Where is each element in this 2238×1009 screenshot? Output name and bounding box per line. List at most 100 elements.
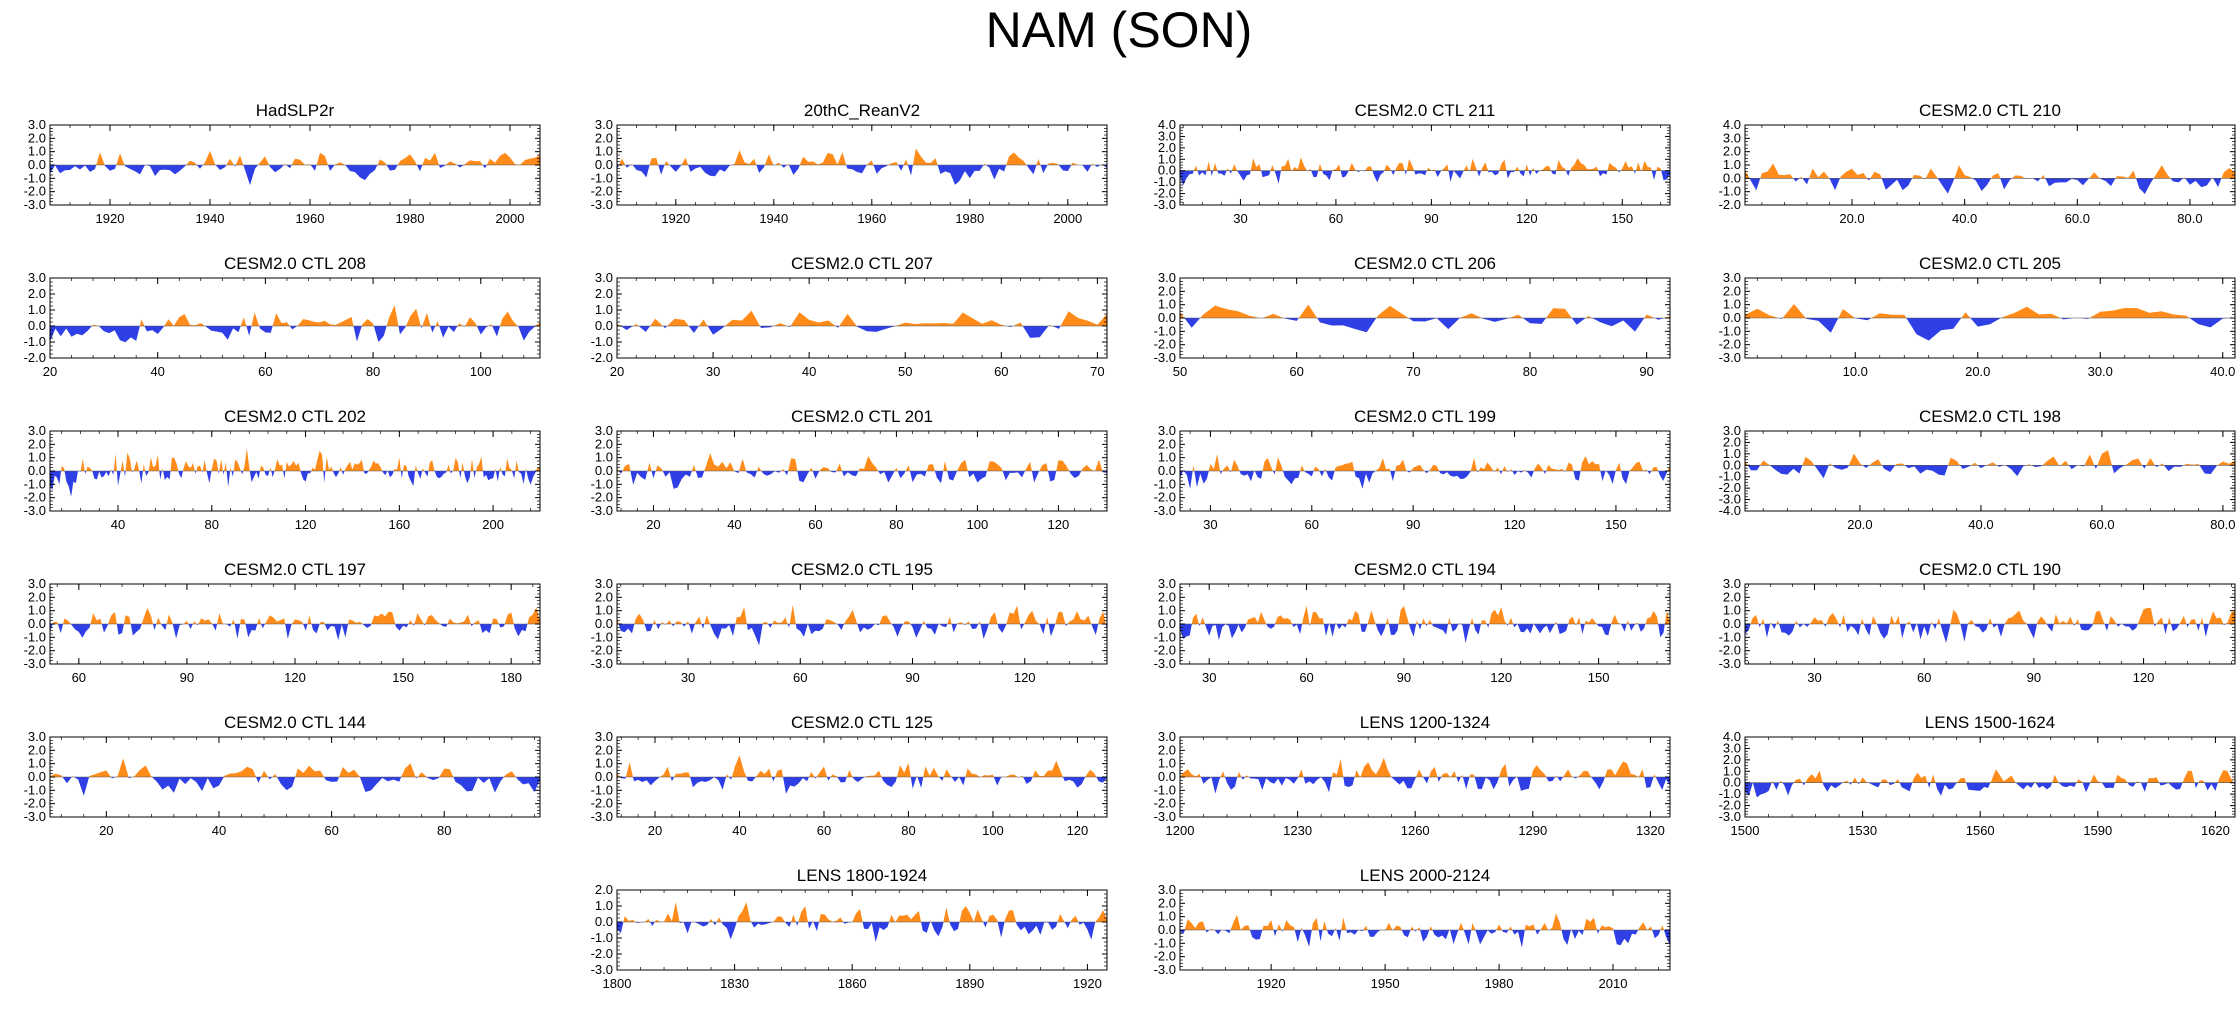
y-tick-label: 0.0 — [1158, 922, 1176, 937]
x-tick-label: 200 — [482, 517, 504, 532]
y-tick-label: 3.0 — [595, 270, 613, 285]
negative-area — [1745, 465, 2235, 479]
y-tick-label: -1.0 — [591, 170, 613, 185]
y-tick-label: 1.0 — [1723, 763, 1741, 778]
negative-area — [617, 777, 1107, 794]
positive-area — [1745, 608, 2235, 624]
y-tick-label: -3.0 — [591, 962, 613, 977]
x-tick-label: 100 — [470, 364, 492, 379]
panel-title: CESM2.0 CTL 197 — [224, 560, 366, 579]
y-tick-label: 2.0 — [28, 130, 46, 145]
y-tick-label: 1.0 — [1723, 446, 1741, 461]
y-tick-label: 4.0 — [1723, 117, 1741, 132]
y-tick-label: -1.0 — [24, 782, 46, 797]
y-tick-label: -2.0 — [1154, 186, 1176, 201]
x-tick-label: 120 — [1490, 670, 1512, 685]
x-tick-label: 40 — [732, 823, 746, 838]
x-tick-label: 1200 — [1166, 823, 1195, 838]
y-tick-label: -3.0 — [591, 656, 613, 671]
panel-17: CESM2.0 CTL 125 3.02.01.00.0-1.0-2.0-3.0 2… — [591, 713, 1108, 838]
x-tick-label: 50 — [898, 364, 912, 379]
panel-title: 20thC_ReanV2 — [804, 101, 920, 120]
y-tick-label: 1.0 — [595, 898, 613, 913]
panel-title: CESM2.0 CTL 210 — [1919, 101, 2061, 120]
x-tick-label: 150 — [392, 670, 414, 685]
y-tick-label: -1.0 — [1154, 782, 1176, 797]
y-tick-label: 2.0 — [28, 742, 46, 757]
y-tick-label: 1.0 — [1158, 297, 1176, 312]
panel-18: LENS 1200-13243.02.01.00.0-1.0-2.0-3.012… — [1154, 713, 1671, 838]
x-tick-label: 80 — [437, 823, 451, 838]
positive-area — [50, 758, 540, 777]
x-tick-label: 60.0 — [2089, 517, 2114, 532]
y-tick-label: 4.0 — [1723, 729, 1741, 744]
y-tick-label: 1.0 — [1158, 450, 1176, 465]
x-tick-label: 120 — [1014, 670, 1036, 685]
y-tick-label: 0.0 — [595, 318, 613, 333]
positive-area — [50, 607, 540, 624]
y-tick-label: 1.0 — [595, 144, 613, 159]
panel-11: CESM2.0 CTL 198 3.02.01.00.0-1.0-2.0-3.0-… — [1719, 407, 2236, 532]
x-tick-label: 60 — [1329, 211, 1343, 226]
y-tick-label: -3.0 — [1719, 656, 1741, 671]
y-tick-label: 0.0 — [1723, 170, 1741, 185]
panel-title: LENS 1200-1324 — [1360, 713, 1490, 732]
x-tick-label: 1960 — [857, 211, 886, 226]
y-tick-label: 3.0 — [595, 117, 613, 132]
panel-13: CESM2.0 CTL 195 3.02.01.00.0-1.0-2.0-3.0 3… — [591, 560, 1108, 685]
x-tick-label: 40 — [150, 364, 164, 379]
y-tick-label: -3.0 — [1154, 656, 1176, 671]
y-tick-label: 0.0 — [1158, 310, 1176, 325]
y-tick-label: -3.0 — [1154, 197, 1176, 212]
x-tick-label: 1530 — [1848, 823, 1877, 838]
y-tick-label: 2.0 — [1158, 742, 1176, 757]
y-tick-label: -1.0 — [1154, 174, 1176, 189]
x-tick-label: 40.0 — [1952, 211, 1977, 226]
y-tick-label: 2.0 — [1158, 140, 1176, 155]
y-tick-label: -2.0 — [24, 643, 46, 658]
y-tick-label: -2.0 — [1154, 796, 1176, 811]
x-tick-label: 1940 — [196, 211, 225, 226]
x-tick-label: 90 — [2027, 670, 2041, 685]
y-tick-label: -1.0 — [1719, 786, 1741, 801]
x-tick-label: 90 — [1424, 211, 1438, 226]
y-tick-label: 2.0 — [28, 589, 46, 604]
x-tick-label: 120 — [1048, 517, 1070, 532]
y-tick-label: 1.0 — [1723, 297, 1741, 312]
y-tick-label: 3.0 — [1158, 270, 1176, 285]
x-tick-label: 1230 — [1283, 823, 1312, 838]
x-tick-label: 1860 — [838, 976, 867, 991]
panel-0: HadSLP2r 3.02.01.00.0-1.0-2.0-3.0 1920 1940… — [24, 101, 541, 226]
x-tick-label: 20.0 — [1839, 211, 1864, 226]
y-tick-label: -2.0 — [1154, 949, 1176, 964]
y-tick-label: -3.0 — [1719, 492, 1741, 507]
y-tick-label: 2.0 — [1723, 752, 1741, 767]
x-tick-label: 150 — [1605, 517, 1627, 532]
x-tick-label: 20 — [43, 364, 57, 379]
panel-2: CESM2.0 CTL 211 4.03.02.01.00.0-1.0-2.0-3… — [1154, 101, 1671, 226]
negative-area — [50, 777, 540, 796]
figure-title: NAM (SON) — [985, 2, 1253, 58]
positive-area — [1180, 757, 1670, 777]
y-tick-label: 3.0 — [28, 729, 46, 744]
y-tick-label: 0.0 — [595, 157, 613, 172]
y-tick-label: -1.0 — [1154, 629, 1176, 644]
y-tick-label: 0.0 — [595, 914, 613, 929]
x-tick-label: 120 — [1504, 517, 1526, 532]
y-tick-label: 0.0 — [1723, 457, 1741, 472]
x-tick-label: 30 — [706, 364, 720, 379]
x-tick-label: 1920 — [1257, 976, 1286, 991]
y-tick-label: 0.0 — [1723, 775, 1741, 790]
panel-title: CESM2.0 CTL 205 — [1919, 254, 2061, 273]
negative-area — [617, 165, 1107, 185]
y-tick-label: -2.0 — [1719, 798, 1741, 813]
y-tick-label: -2.0 — [591, 643, 613, 658]
y-tick-label: -2.0 — [1719, 643, 1741, 658]
x-tick-label: 40.0 — [1968, 517, 1993, 532]
panel-16: CESM2.0 CTL 144 3.02.01.00.0-1.0-2.0-3.0 2… — [24, 713, 541, 838]
positive-area — [617, 901, 1107, 922]
x-tick-label: 90 — [1397, 670, 1411, 685]
positive-area — [50, 305, 540, 326]
y-tick-label: 2.0 — [595, 286, 613, 301]
x-tick-label: 1890 — [955, 976, 984, 991]
